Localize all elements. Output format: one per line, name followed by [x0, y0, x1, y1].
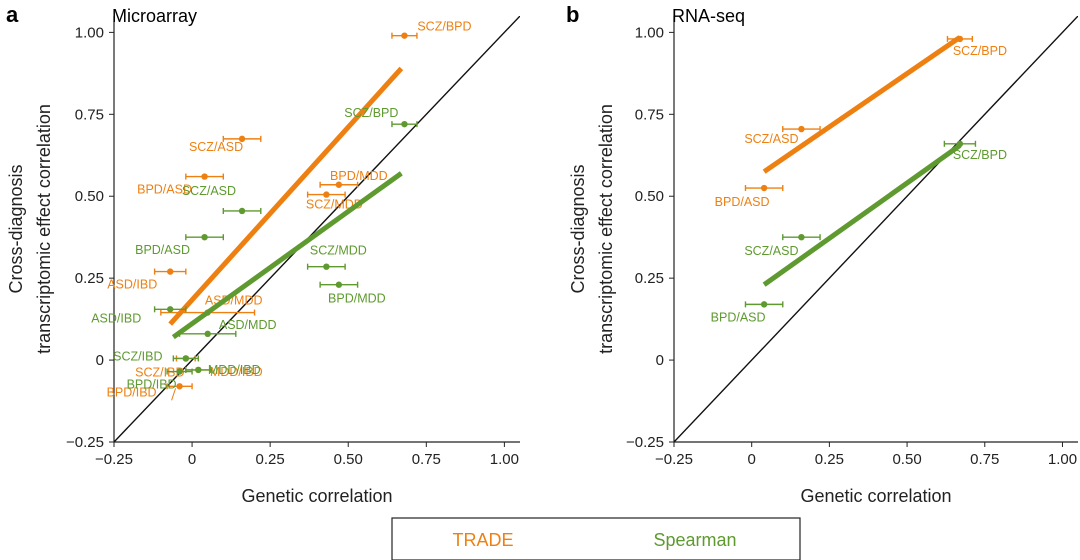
point-label: BPD/MDD — [330, 169, 388, 183]
x-tick-label: 0 — [188, 451, 196, 468]
fit-line — [762, 143, 962, 287]
data-point — [201, 173, 208, 180]
x-axis-label: Genetic correlation — [800, 486, 951, 506]
y-axis-label-line1: Cross-diagnosis — [6, 164, 26, 293]
x-axis-label: Genetic correlation — [241, 486, 392, 506]
x-tick-label: −0.25 — [95, 451, 133, 468]
point-label: MDD/IBD — [210, 365, 263, 379]
panel-label: b — [566, 2, 579, 27]
point-label: MDD/IBD — [208, 363, 261, 377]
point-label: BPD/ASD — [711, 310, 766, 324]
panel-label: a — [6, 2, 19, 27]
x-tick-label: −0.25 — [655, 451, 693, 468]
y-tick-label: 0 — [656, 352, 664, 369]
point-label: ASD/IBD — [91, 311, 141, 325]
series-trade: SCZ/BPDSCZ/ASDBPD/ASDBPD/MDDSCZ/MDDASD/I… — [107, 20, 472, 401]
y-tick-label: 0.25 — [635, 270, 664, 287]
data-point — [798, 233, 805, 241]
data-point — [401, 32, 408, 39]
data-point — [323, 191, 330, 198]
y-axis-label-line2: transcriptomic effect correlation — [596, 104, 616, 354]
point-label: BPD/ASD — [137, 183, 192, 197]
y-tick-label: 1.00 — [75, 24, 104, 41]
y-tick-label: −0.25 — [66, 434, 104, 451]
identity-line — [674, 16, 1078, 442]
fit-line — [762, 35, 962, 174]
y-tick-label: 1.00 — [635, 24, 664, 41]
y-tick-label: 0.50 — [75, 188, 104, 205]
point-label: SCZ/BPD — [344, 106, 398, 120]
data-point — [401, 120, 408, 128]
data-point — [182, 355, 190, 362]
legend-entry-spearman: Spearman — [653, 530, 736, 550]
point-label: ASD/MDD — [219, 318, 277, 332]
data-point — [204, 330, 211, 338]
data-point — [335, 181, 343, 188]
point-label: SCZ/BPD — [417, 20, 471, 34]
data-point — [956, 35, 964, 43]
point-label: BPD/ASD — [135, 243, 190, 257]
y-axis-label-line2: transcriptomic effect correlation — [34, 104, 54, 354]
data-point — [956, 140, 964, 147]
panel-b: −0.25 0 0.25 0.50 0.75 1.00 −0.25 0 0.25 0.50 0.75… — [566, 2, 1078, 506]
data-point — [238, 135, 246, 143]
point-label: SCZ/ASD — [744, 132, 798, 146]
point-label: SCZ/MDD — [306, 198, 363, 212]
data-point — [323, 263, 330, 270]
point-label: SCZ/MDD — [310, 244, 367, 258]
panel-title: RNA-seq — [672, 6, 745, 26]
data-point — [167, 306, 174, 313]
series-trade: SCZ/BPD SCZ/ASD BPD/ASD — [715, 35, 1007, 209]
data-point — [167, 268, 174, 275]
x-tick-label: 0 — [748, 451, 756, 468]
y-tick-label: 0.75 — [635, 106, 664, 123]
point-label: SCZ/BPD — [953, 44, 1007, 58]
point-label: SCZ/ASD — [189, 140, 243, 154]
point-label: SCZ/IBD — [113, 349, 162, 363]
label-leader-line — [171, 388, 177, 401]
y-tick-label: 0.75 — [75, 106, 104, 123]
point-label: SCZ/BPD — [953, 148, 1007, 162]
point-label: BPD/IBD — [127, 378, 177, 392]
point-label: SCZ/ASD — [744, 244, 798, 258]
legend-box — [391, 517, 801, 560]
y-tick-label: 0.25 — [75, 270, 104, 287]
point-label: SCZ/IBD — [135, 365, 184, 379]
data-point — [798, 125, 805, 133]
y-tick-label: 0 — [96, 352, 104, 369]
x-tick-label: 0.50 — [334, 451, 363, 468]
data-point — [335, 281, 343, 288]
point-label: SCZ/ASD — [182, 184, 236, 198]
legend: TRADE Spearman — [391, 517, 801, 560]
x-tick-label: 0.25 — [815, 451, 844, 468]
legend-entry-trade: TRADE — [452, 530, 513, 550]
y-tick-label: 0.50 — [635, 188, 664, 205]
data-point — [760, 184, 768, 192]
x-tick-label: 0.75 — [970, 451, 999, 468]
data-point — [201, 233, 208, 241]
data-point — [195, 366, 202, 374]
y-axis-label-line1: Cross-diagnosis — [568, 164, 588, 293]
data-point — [760, 301, 768, 308]
data-point — [238, 207, 246, 215]
fit-line — [168, 66, 404, 326]
data-point — [176, 368, 183, 375]
x-tick-label: 0.50 — [892, 451, 921, 468]
panel-a: −0.25 0 0.25 0.50 0.75 1.00 −0.25 0 0.25 0.50 0.75… — [6, 2, 520, 506]
x-tick-label: 1.00 — [490, 451, 519, 468]
point-label: BPD/ASD — [715, 195, 770, 209]
data-point — [176, 383, 183, 390]
x-tick-label: 0.75 — [412, 451, 441, 468]
panel-title: Microarray — [112, 6, 197, 26]
point-label: BPD/MDD — [328, 292, 386, 306]
series-spearman: SCZ/BPD SCZ/ASD BPD/ASD — [711, 140, 1007, 324]
x-tick-label: 1.00 — [1048, 451, 1077, 468]
fit-line — [171, 171, 403, 340]
y-tick-label: −0.25 — [626, 434, 664, 451]
point-label: ASD/IBD — [107, 278, 157, 292]
x-tick-label: 0.25 — [256, 451, 285, 468]
point-label: BPD/IBD — [107, 385, 157, 399]
